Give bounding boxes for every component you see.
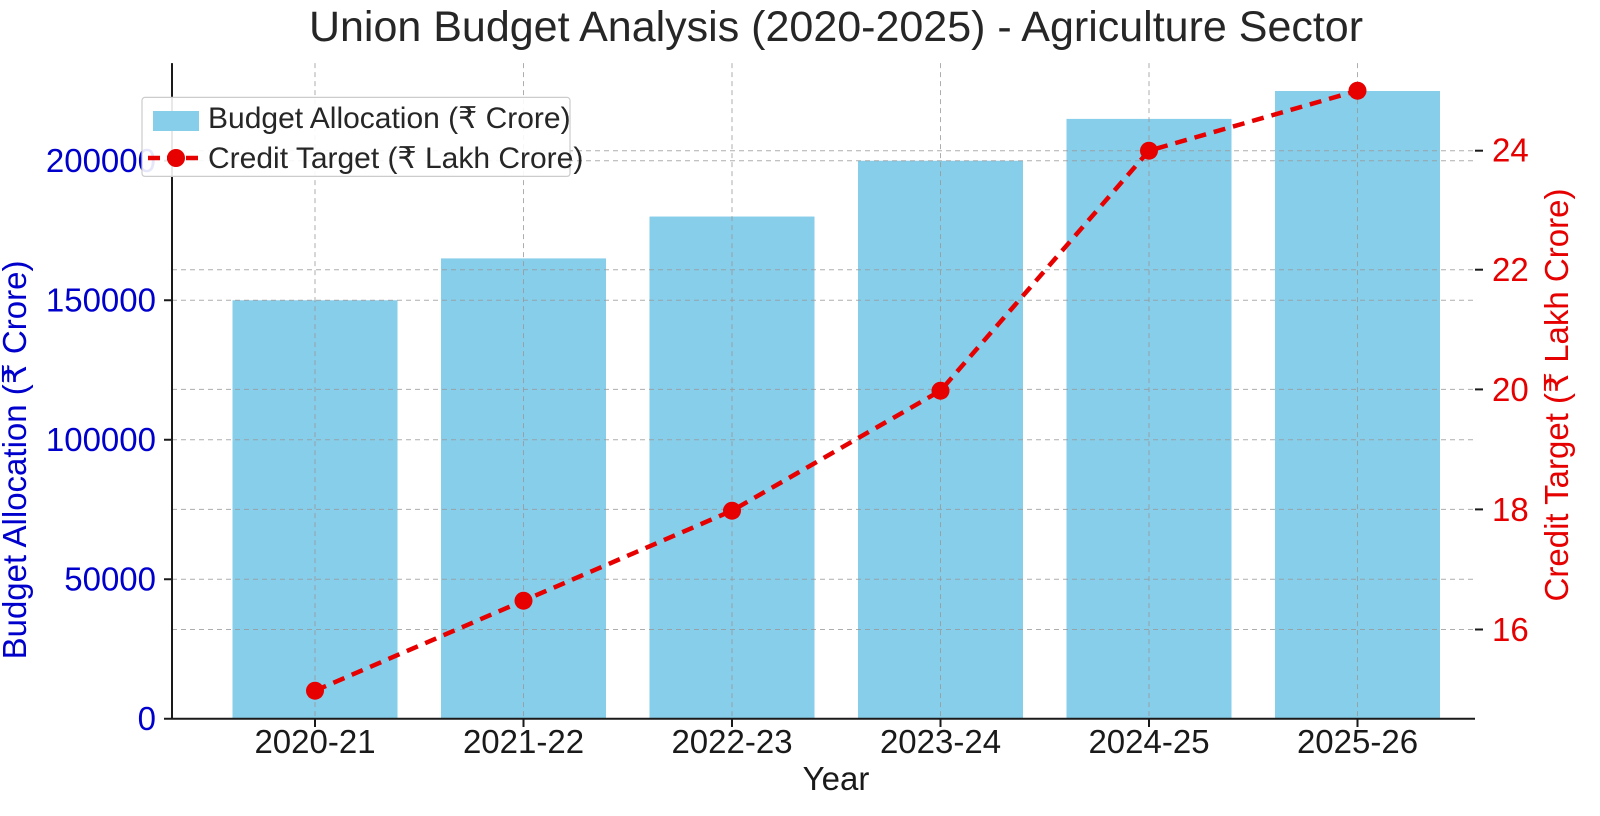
svg-text:2023-24: 2023-24 (880, 723, 1001, 760)
svg-text:Credit Target (₹ Lakh Crore): Credit Target (₹ Lakh Crore) (208, 142, 583, 175)
svg-text:150000: 150000 (46, 282, 156, 319)
svg-text:2025-26: 2025-26 (1297, 723, 1418, 760)
svg-text:2022-23: 2022-23 (671, 723, 792, 760)
svg-text:16: 16 (1492, 611, 1529, 648)
svg-text:Credit Target (₹ Lakh Crore): Credit Target (₹ Lakh Crore) (1538, 189, 1575, 602)
svg-text:2024-25: 2024-25 (1088, 723, 1209, 760)
svg-text:0: 0 (138, 700, 156, 737)
svg-text:22: 22 (1492, 251, 1529, 288)
svg-text:Year: Year (803, 760, 870, 797)
svg-text:2021-22: 2021-22 (463, 723, 584, 760)
svg-text:Union Budget Analysis (2020-20: Union Budget Analysis (2020-2025) - Agri… (309, 3, 1363, 51)
svg-text:Budget Allocation (₹ Crore): Budget Allocation (₹ Crore) (0, 261, 33, 660)
svg-text:50000: 50000 (64, 561, 156, 598)
svg-text:20: 20 (1492, 371, 1529, 408)
svg-text:200000: 200000 (46, 142, 156, 179)
svg-text:100000: 100000 (46, 421, 156, 458)
svg-text:2020-21: 2020-21 (254, 723, 375, 760)
svg-text:24: 24 (1492, 132, 1529, 169)
svg-text:Budget Allocation (₹ Crore): Budget Allocation (₹ Crore) (208, 102, 571, 135)
svg-text:18: 18 (1492, 491, 1529, 528)
